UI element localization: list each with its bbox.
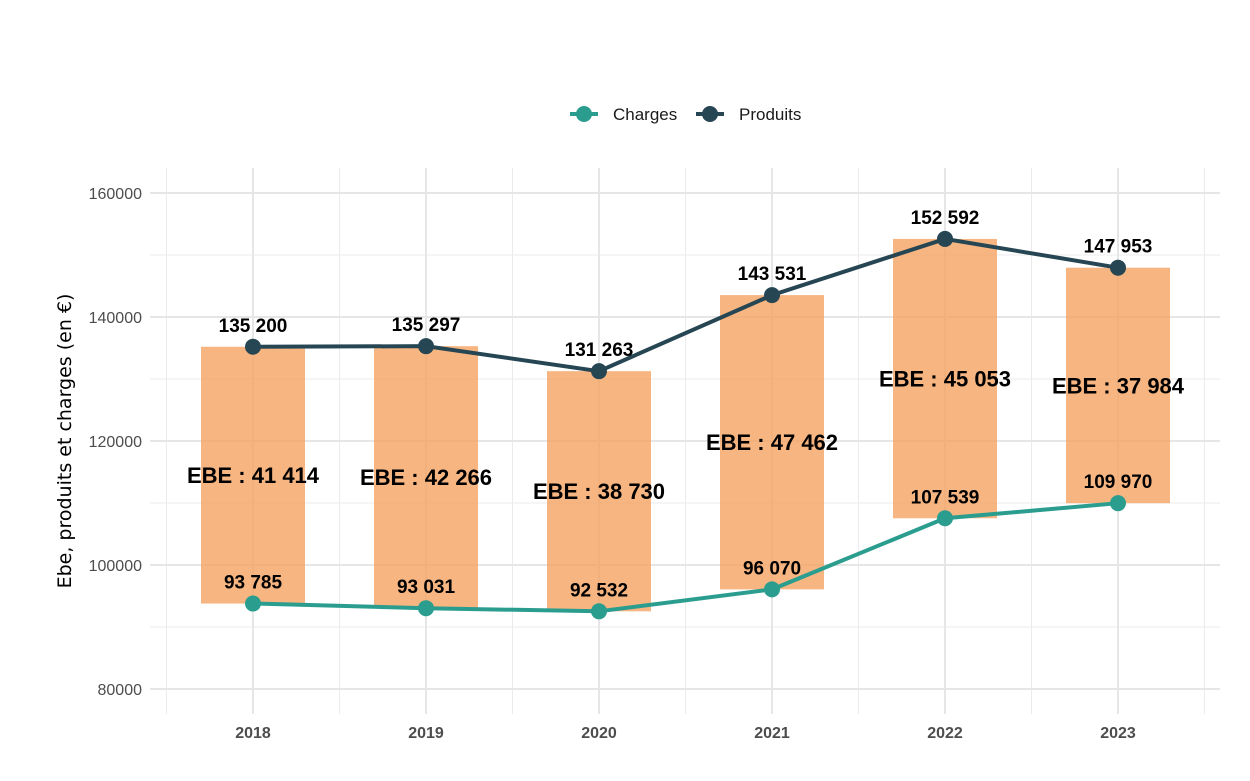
y-tick-label: 140000 — [89, 310, 142, 327]
y-axis-label: Ebe, produits et charges (en €) — [54, 294, 76, 589]
data-label-produits: 147 953 — [1084, 237, 1153, 258]
data-label-charges: 109 970 — [1084, 472, 1153, 493]
y-tick-label: 120000 — [89, 434, 142, 451]
legend-label: Charges — [613, 105, 677, 124]
ebe-label: EBE : 45 053 — [879, 367, 1011, 392]
data-label-produits: 135 200 — [219, 316, 288, 337]
data-label-charges: 93 031 — [397, 577, 456, 598]
point-produits — [764, 287, 780, 304]
ebe-label: EBE : 47 462 — [706, 430, 838, 455]
data-label-produits: 135 297 — [392, 315, 461, 336]
x-tick-label: 2023 — [1100, 725, 1136, 742]
legend-key-point — [576, 106, 592, 122]
bars — [201, 238, 1170, 612]
data-label-produits: 152 592 — [911, 208, 980, 229]
y-tick-label: 100000 — [89, 558, 142, 575]
line-charges — [252, 501, 1119, 614]
x-tick-label: 2018 — [235, 725, 271, 742]
ebe-label: EBE : 37 984 — [1052, 373, 1185, 398]
legend: Charges Produits — [570, 105, 801, 124]
point-produits — [1110, 259, 1126, 276]
legend-label: Produits — [739, 105, 801, 124]
data-label-charges: 92 532 — [570, 580, 628, 601]
point-charges — [591, 603, 607, 620]
point-charges — [937, 510, 953, 527]
point-charges — [418, 600, 434, 617]
ebe-bar — [720, 295, 824, 590]
x-tick-label: 2020 — [581, 725, 617, 742]
axes: 80000 100000 120000 140000 160000 2018 2019 202… — [89, 186, 1136, 742]
data-label-charges: 93 785 — [224, 573, 283, 594]
point-charges — [245, 595, 261, 612]
x-tick-label: 2019 — [408, 725, 444, 742]
point-produits — [245, 338, 261, 355]
point-produits — [937, 230, 953, 247]
ebe-bar — [547, 371, 651, 612]
data-label-produits: 131 263 — [565, 340, 634, 361]
point-charges — [1110, 495, 1126, 512]
ebe-bar — [374, 346, 478, 609]
x-tick-label: 2021 — [754, 725, 790, 742]
ebe-bar — [893, 238, 997, 519]
line-produits — [252, 236, 1119, 374]
legend-key-point — [702, 106, 718, 122]
ebe-bar — [1066, 267, 1170, 504]
lines — [245, 230, 1126, 620]
ebe-label: EBE : 41 414 — [187, 463, 320, 488]
point-produits — [591, 363, 607, 380]
data-label-produits: 143 531 — [738, 264, 807, 285]
grid — [150, 168, 1220, 714]
labels: EBE : 41 414 EBE : 42 266 EBE : 38 730 EBE … — [187, 208, 1185, 601]
ebe-label: EBE : 42 266 — [360, 465, 492, 490]
ebe-bar — [201, 346, 305, 604]
data-label-charges: 107 539 — [911, 487, 980, 508]
ebe-label: EBE : 38 730 — [533, 479, 665, 504]
point-charges — [764, 581, 780, 598]
y-tick-label: 160000 — [89, 186, 142, 203]
x-tick-label: 2022 — [927, 725, 963, 742]
y-tick-label: 80000 — [98, 682, 143, 699]
point-produits — [418, 338, 434, 355]
data-label-charges: 96 070 — [743, 558, 801, 579]
